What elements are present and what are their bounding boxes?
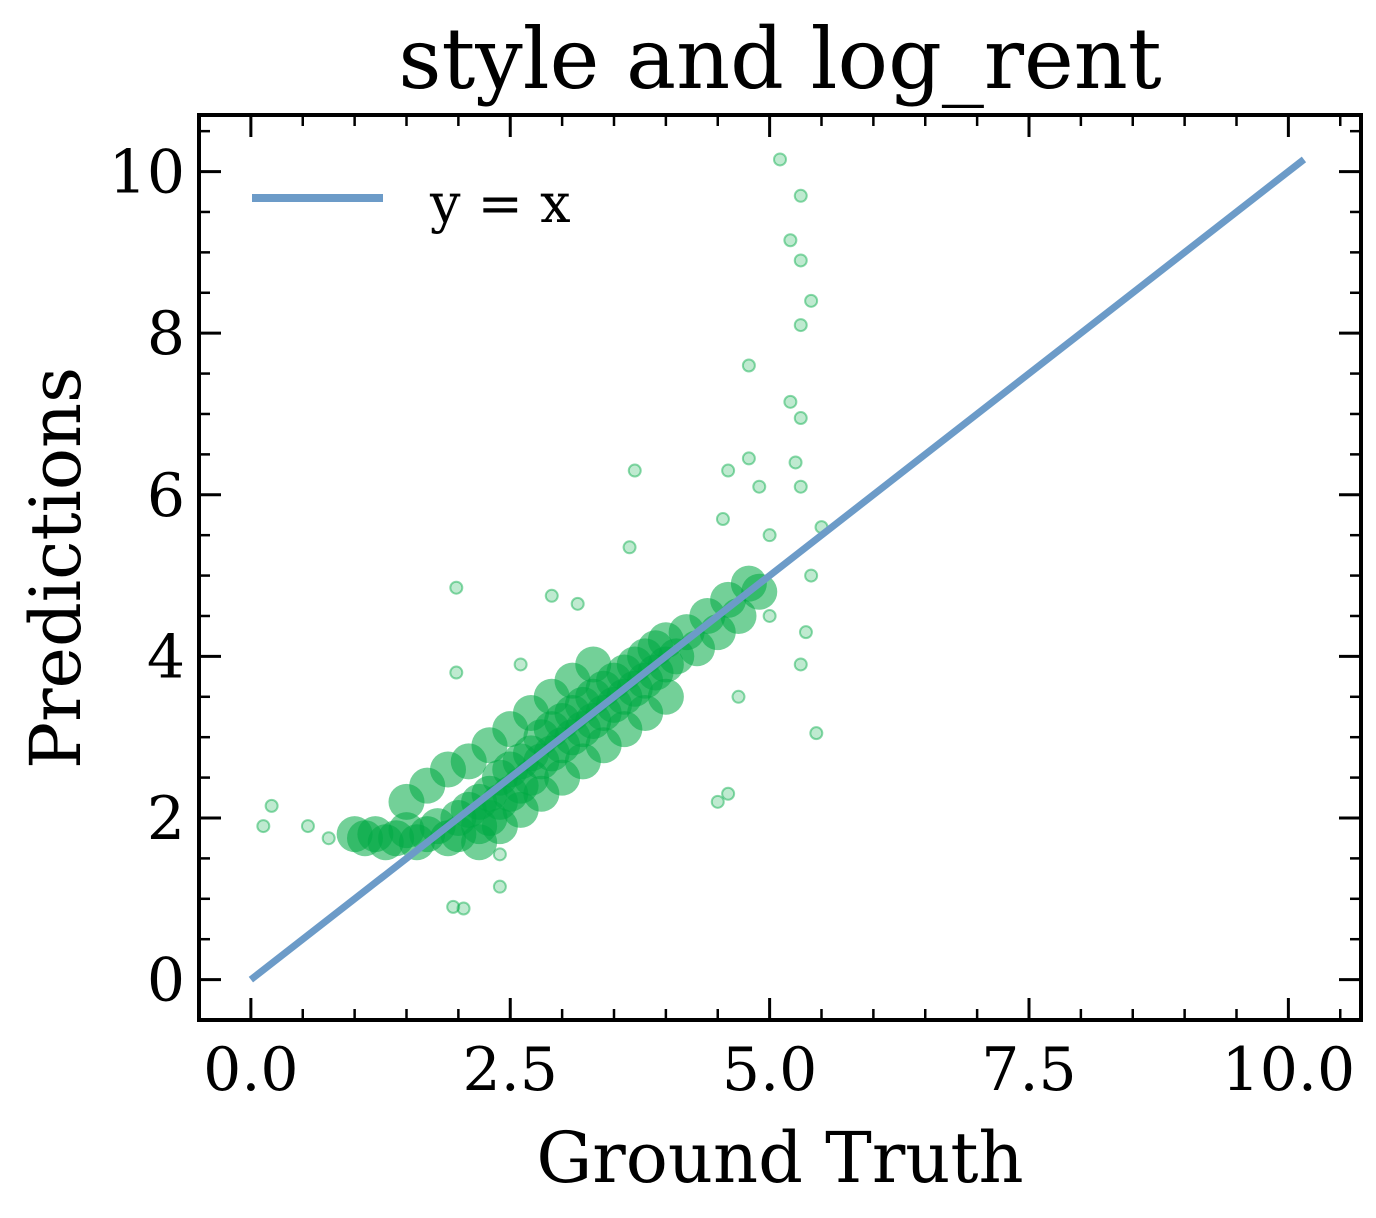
scatter-point <box>731 689 746 704</box>
scatter-point <box>741 358 756 373</box>
y-tick-label: 6 <box>147 461 185 531</box>
scatter-point <box>793 411 808 426</box>
scatter-point <box>492 847 507 862</box>
scatter-point <box>783 233 798 248</box>
scatter-point <box>575 646 612 683</box>
scatter-point <box>793 188 808 203</box>
scatter-point <box>721 786 736 801</box>
legend-label: y = x <box>429 172 571 235</box>
x-tick-label: 10.0 <box>1222 1035 1356 1105</box>
scatter-point <box>300 819 315 834</box>
reference-line <box>248 156 1307 983</box>
scatter-point <box>256 819 271 834</box>
plot-frame <box>197 113 1363 1022</box>
scatter-point <box>446 899 461 914</box>
scatter-point <box>793 657 808 672</box>
scatter-point <box>809 726 824 741</box>
scatter-point <box>804 568 819 583</box>
scatter-point <box>710 794 725 809</box>
scatter-point <box>793 253 808 268</box>
scatter-layer <box>256 152 829 916</box>
scatter-point <box>264 798 279 813</box>
scatter-point <box>622 540 637 555</box>
x-tick-label: 0.0 <box>203 1035 298 1105</box>
x-tick-label: 7.5 <box>981 1035 1076 1105</box>
x-axis-label: Ground Truth <box>536 1117 1023 1199</box>
scatter-point <box>513 657 528 672</box>
scatter-point <box>627 463 642 478</box>
y-axis-label: Predictions <box>15 367 97 769</box>
scatter-point <box>449 580 464 595</box>
scatter-point <box>798 625 813 640</box>
scatter-point <box>449 665 464 680</box>
ticks-layer: 0.0 2.5 5.0 7.5 10.0 0 2 4 6 8 10 <box>109 115 1361 1105</box>
scatter-point <box>492 879 507 894</box>
scatter-point <box>762 608 777 623</box>
chart-title: style and log_rent <box>398 10 1161 108</box>
scatter-point <box>788 455 803 470</box>
y-tick-label: 8 <box>147 299 185 369</box>
scatter-point <box>793 479 808 494</box>
scatter-point <box>647 678 684 715</box>
scatter-point <box>752 479 767 494</box>
x-tick-label: 2.5 <box>463 1035 558 1105</box>
scatter-point <box>741 573 778 610</box>
y-tick-label: 2 <box>147 784 185 854</box>
scatter-point <box>783 394 798 409</box>
scatter-point <box>773 152 787 167</box>
y-tick-label: 4 <box>147 622 185 692</box>
scatter-point <box>762 528 777 543</box>
legend: y = x <box>252 172 571 235</box>
scatter-point <box>721 463 736 478</box>
plot-area: 0.0 2.5 5.0 7.5 10.0 0 2 4 6 8 10 <box>109 113 1363 1105</box>
scatter-point <box>321 831 336 846</box>
scatter-point <box>804 293 819 308</box>
scatter-point <box>570 596 585 611</box>
x-tick-label: 5.0 <box>722 1035 817 1105</box>
scatter-point <box>741 451 756 466</box>
y-tick-label: 10 <box>109 138 185 208</box>
scatter-point <box>456 901 471 916</box>
y-tick-label: 0 <box>147 946 185 1016</box>
scatter-point <box>715 512 730 527</box>
scatter-point <box>544 588 559 603</box>
scatter-point <box>793 318 808 333</box>
